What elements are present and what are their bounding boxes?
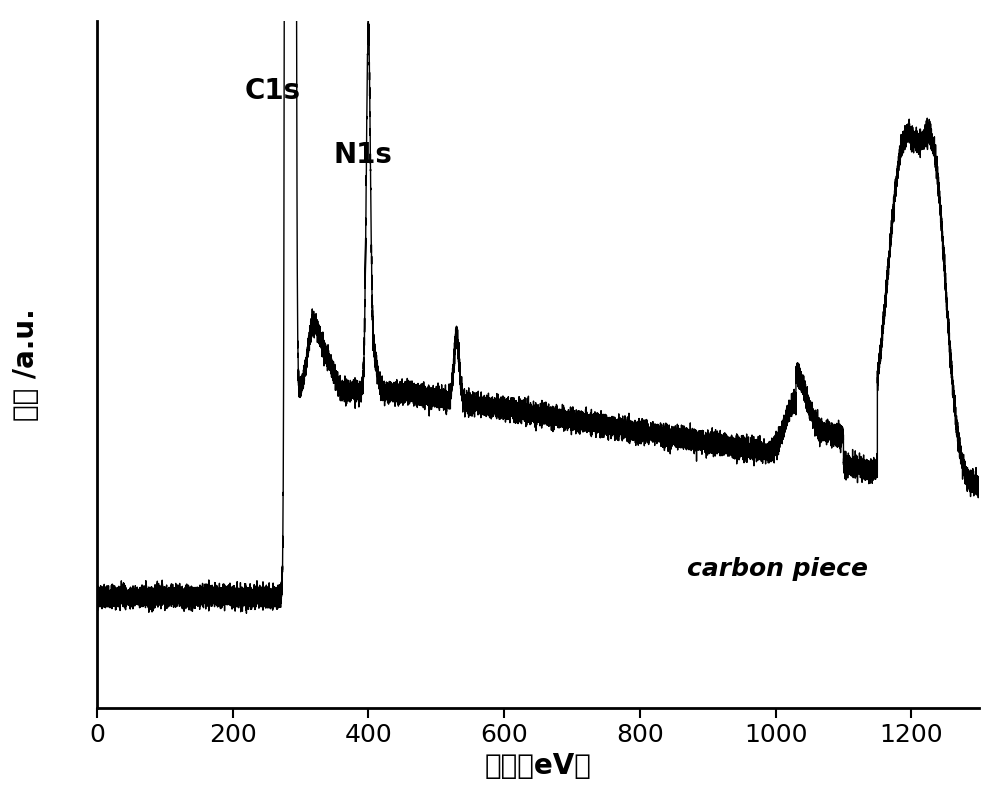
Text: 強度 /a.u.: 強度 /a.u. [12, 308, 40, 421]
X-axis label: 键能（eV）: 键能（eV） [485, 752, 591, 780]
Text: N1s: N1s [333, 142, 392, 170]
Text: carbon piece: carbon piece [687, 557, 868, 581]
Text: C1s: C1s [245, 77, 301, 105]
